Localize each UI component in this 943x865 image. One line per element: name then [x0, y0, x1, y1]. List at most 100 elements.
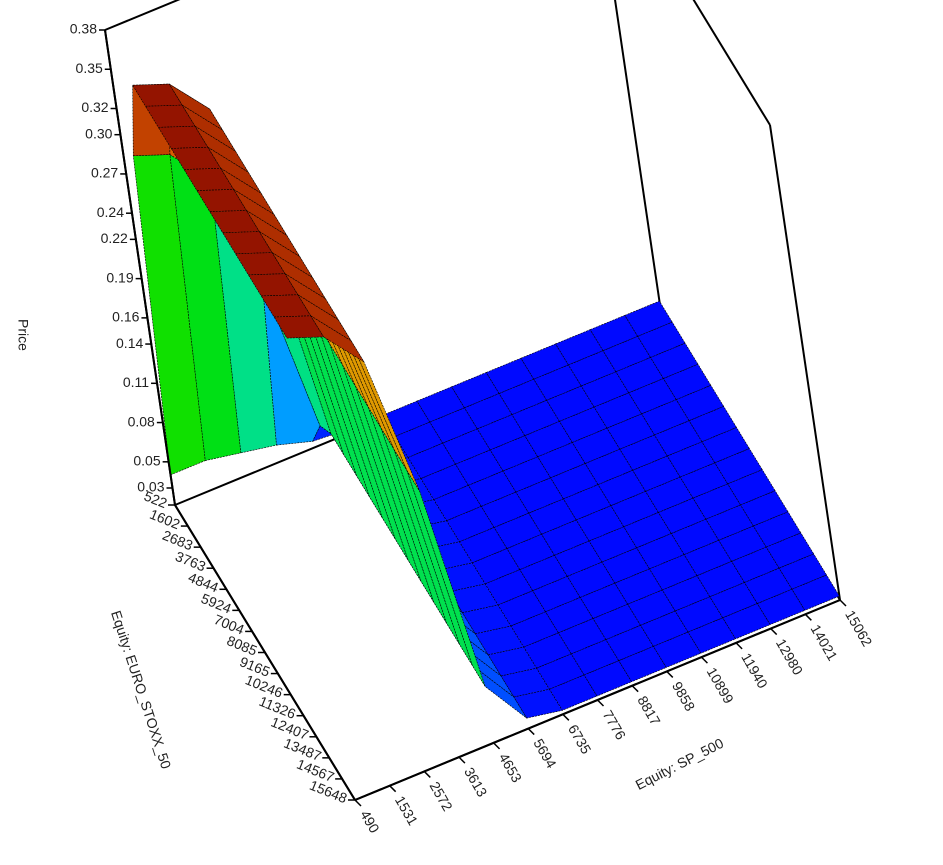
z-tick-label: 0.08: [128, 413, 155, 429]
surface-cell: [455, 449, 504, 486]
surface-cell: [510, 611, 559, 648]
surface-cell: [575, 505, 625, 542]
surface-cell: [645, 476, 694, 513]
surface-cell: [627, 589, 676, 626]
surface-cell: [696, 561, 745, 598]
surface-cell: [566, 561, 616, 598]
surface-cell: [670, 518, 720, 556]
surface-cell: [692, 483, 741, 520]
surface-cell: [778, 553, 827, 590]
surface-cell: [533, 364, 582, 401]
x-tick: [666, 670, 674, 678]
surface-cell: [467, 470, 517, 507]
surface-cell: [756, 588, 806, 626]
x-tick-label: 9858: [669, 679, 699, 714]
surface-cell: [567, 350, 617, 387]
surface-cell: [614, 568, 663, 605]
surface-cell: [615, 357, 664, 394]
y-axis-label: Equity: EURO_STOXX_50: [108, 608, 174, 771]
surface-cell: [429, 407, 478, 444]
x-tick: [804, 613, 812, 621]
surface-cell: [636, 533, 685, 570]
z-tick-label: 0.11: [123, 374, 149, 390]
surface-cell: [705, 504, 754, 541]
surface-cell: [541, 519, 590, 556]
x-tick: [562, 713, 570, 721]
surface-cell: [471, 548, 521, 585]
x-tick-label: 5694: [530, 736, 560, 771]
surface-cell: [537, 442, 586, 479]
surface-cell: [442, 428, 491, 465]
surface-cell: [718, 525, 767, 562]
surface-cell: [420, 463, 469, 501]
surface-cell: [641, 399, 690, 436]
surface-cell: [661, 575, 711, 612]
box-edge: [614, 0, 661, 306]
surface-cell: [597, 469, 646, 507]
x-tick-label: 12980: [773, 636, 806, 678]
surface-cell: [679, 462, 729, 499]
surface-cell: [273, 315, 325, 339]
surface-cell: [624, 300, 673, 337]
surface-cell: [557, 618, 607, 655]
surface-cell: [497, 590, 546, 627]
surface-cell: [648, 554, 698, 591]
surface-cell: [458, 527, 508, 564]
x-tick: [389, 785, 397, 793]
surface-cell: [476, 414, 526, 451]
x-tick: [839, 599, 847, 607]
x-tick-label: 7776: [600, 707, 630, 742]
surface-cell: [640, 610, 689, 647]
surface-cell: [580, 371, 630, 408]
surface-cell: [727, 469, 776, 506]
surface-cell: [610, 491, 659, 528]
x-tick: [770, 628, 778, 636]
surface-cell: [446, 506, 495, 543]
x-tick: [631, 685, 639, 693]
surface-cell: [623, 512, 672, 549]
surface-cell: [536, 653, 585, 690]
surface-cell: [765, 532, 815, 569]
x-axis-label: Equity: SP_500: [633, 735, 726, 793]
z-tick-label: 0.32: [81, 99, 108, 115]
surface: [132, 83, 840, 719]
z-axis: [104, 29, 176, 506]
box-edge: [104, 0, 181, 31]
surface-cell: [519, 554, 568, 592]
surface-cell: [451, 372, 500, 409]
surface-cell: [394, 421, 444, 458]
z-tick-label: 0.35: [76, 60, 103, 76]
z-tick-label: 0.14: [116, 335, 143, 351]
x-tick: [596, 699, 605, 707]
surface-cell: [687, 617, 736, 654]
surface-cell: [701, 427, 750, 464]
z-tick-label: 0.03: [137, 479, 164, 495]
surface-cell: [463, 393, 513, 430]
surface-cell: [548, 674, 598, 711]
x-tick-label: 11940: [738, 650, 771, 691]
surface-cell: [752, 511, 802, 548]
box-edge: [769, 124, 841, 601]
x-tick: [458, 756, 466, 764]
surface-cell: [502, 456, 551, 493]
surface-cell: [588, 526, 638, 563]
surface-cell: [546, 385, 595, 422]
surface-cell: [637, 321, 686, 358]
surface-cell: [657, 497, 707, 534]
x-tick-label: 4653: [496, 750, 526, 785]
surface-cell: [520, 343, 569, 380]
surface-cell: [709, 582, 758, 619]
surface-cell: [652, 631, 702, 668]
surface-cell: [169, 153, 242, 461]
surface-cell: [532, 576, 581, 613]
surface-cell: [593, 392, 642, 429]
x-tick-label: 6735: [565, 722, 595, 757]
x-tick-label: 490: [357, 807, 383, 835]
surface-cell: [555, 329, 604, 366]
surface-cell: [688, 406, 737, 443]
surface-cell: [675, 384, 725, 422]
surface-cell: [743, 567, 793, 604]
surface-cell: [653, 420, 703, 457]
surface-cell: [558, 406, 608, 443]
